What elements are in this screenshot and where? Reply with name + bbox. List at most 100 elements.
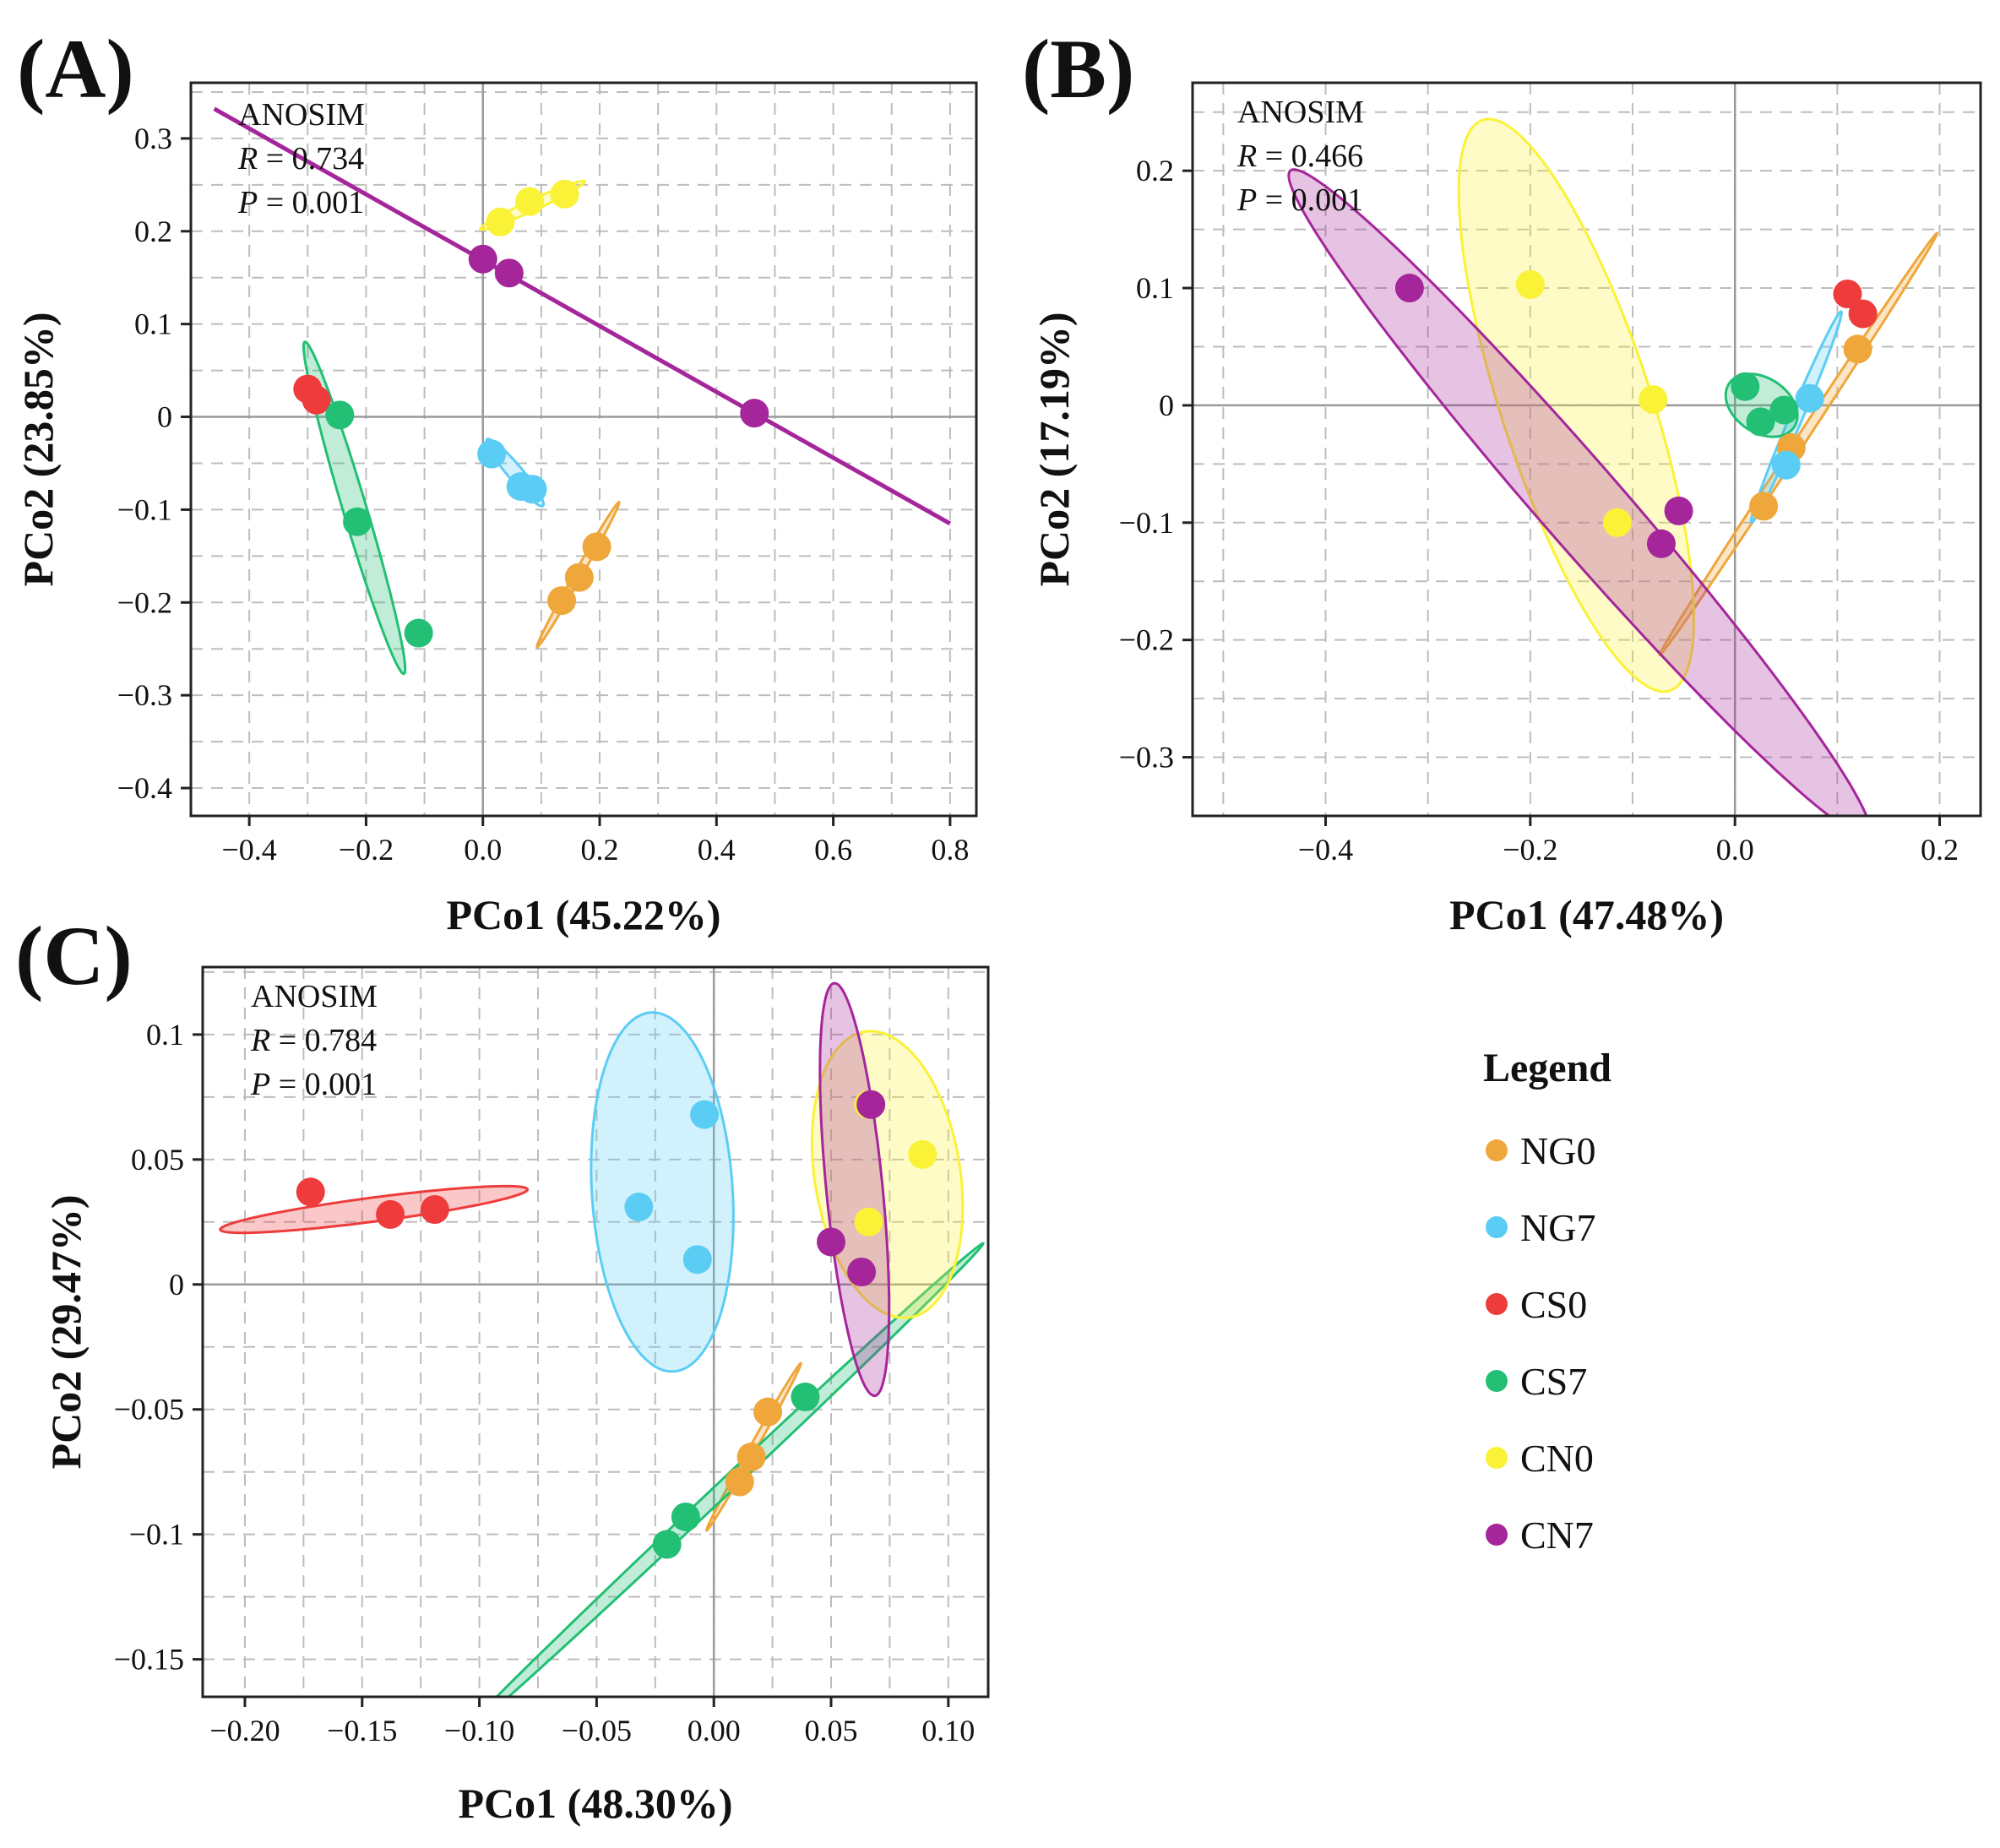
x-axis-label: PCo1 (48.30%) bbox=[459, 1780, 733, 1827]
point-NG7 bbox=[1771, 450, 1801, 480]
ellipse-CN0 bbox=[810, 1030, 965, 1319]
point-CS0 bbox=[302, 385, 331, 415]
point-CS0 bbox=[420, 1195, 449, 1225]
point-CN7 bbox=[468, 244, 497, 274]
legend-label-NG7: NG7 bbox=[1520, 1206, 1595, 1249]
x-tick-label: −0.10 bbox=[444, 1714, 514, 1747]
point-CN0 bbox=[550, 179, 579, 209]
point-CS0 bbox=[1833, 279, 1862, 308]
legend-label-CS7: CS7 bbox=[1520, 1360, 1587, 1403]
x-tick-label: 0.10 bbox=[921, 1714, 975, 1747]
y-tick-label: −0.1 bbox=[117, 492, 172, 526]
x-tick-label: 0.0 bbox=[1716, 833, 1754, 867]
legend-marker-CN0 bbox=[1486, 1447, 1508, 1469]
point-NG0 bbox=[564, 563, 594, 592]
point-NG0 bbox=[753, 1397, 783, 1427]
y-tick-label: 0.1 bbox=[146, 1018, 184, 1052]
legend-label-NG0: NG0 bbox=[1520, 1129, 1595, 1172]
panel-label: (A) bbox=[17, 22, 134, 116]
x-tick-label: 0.00 bbox=[688, 1714, 741, 1747]
anosim-r-label: R bbox=[237, 141, 258, 177]
x-axis-label: PCo1 (45.22%) bbox=[447, 891, 721, 938]
x-tick-label: −0.05 bbox=[562, 1714, 632, 1747]
legend-marker-CN7 bbox=[1486, 1524, 1508, 1546]
point-CS7 bbox=[325, 400, 355, 430]
y-tick-label: 0.2 bbox=[1136, 154, 1174, 188]
anosim-title: ANOSIM bbox=[238, 97, 365, 133]
anosim-p-value: = 0.001 bbox=[270, 1067, 377, 1102]
ellipse-NG7 bbox=[590, 1011, 735, 1373]
point-CN7 bbox=[1394, 274, 1424, 303]
point-NG0 bbox=[1843, 334, 1872, 364]
ellipse-CN7 bbox=[818, 981, 891, 1398]
point-NG7 bbox=[518, 475, 547, 504]
x-tick-label: 0.2 bbox=[581, 833, 619, 867]
anosim-r: R = 0.784 bbox=[250, 1023, 377, 1058]
y-tick-label: −0.2 bbox=[1119, 623, 1174, 657]
point-CN7 bbox=[494, 258, 524, 288]
panel-label: (C) bbox=[15, 909, 133, 1003]
anosim-p: P = 0.001 bbox=[250, 1067, 377, 1102]
point-NG0 bbox=[736, 1442, 766, 1471]
fit-line-CN7 bbox=[213, 106, 952, 526]
anosim-p-value: = 0.001 bbox=[1257, 182, 1363, 218]
point-NG7 bbox=[682, 1245, 712, 1275]
anosim-p: P = 0.001 bbox=[237, 185, 364, 220]
y-tick-label: −0.05 bbox=[114, 1393, 184, 1427]
point-CS7 bbox=[404, 618, 433, 648]
legend-title: Legend bbox=[1483, 1046, 1611, 1090]
ellipse-CN7 bbox=[1287, 168, 1868, 816]
plot-frame bbox=[1191, 81, 1982, 818]
point-CN7 bbox=[856, 1090, 886, 1119]
panel-3: −0.20 −0.15 −0.10 −0.05 0.00 0.05 0.10−0.15−0.… bbox=[15, 909, 990, 1827]
point-CS0 bbox=[1848, 299, 1878, 329]
y-tick-label: 0 bbox=[1159, 389, 1174, 422]
legend-marker-NG0 bbox=[1486, 1139, 1508, 1161]
legend: Legend NG0 NG7 CS0 CS7 CN0 CN7 bbox=[1483, 1046, 1611, 1557]
anosim-r-value: = 0.784 bbox=[270, 1023, 377, 1058]
point-CN7 bbox=[847, 1257, 877, 1286]
point-CS7 bbox=[671, 1502, 700, 1531]
point-CN0 bbox=[1602, 508, 1632, 537]
plot-area bbox=[213, 106, 952, 676]
point-NG0 bbox=[547, 586, 577, 616]
y-tick-label: 0.1 bbox=[1136, 271, 1174, 305]
y-tick-label: 0 bbox=[157, 400, 172, 434]
anosim-r-label: R bbox=[1236, 139, 1257, 174]
panel-2: −0.4 −0.2 0.0 0.2 −0.3 −0.2 −0.1 0 0.1 0.2 PCo1 (4… bbox=[1022, 22, 1982, 938]
legend-marker-CS7 bbox=[1486, 1370, 1508, 1392]
anosim-p-label: P bbox=[1236, 182, 1257, 218]
point-CN0 bbox=[486, 207, 515, 236]
anosim-title: ANOSIM bbox=[1237, 95, 1364, 130]
anosim-r: R = 0.466 bbox=[1236, 139, 1363, 174]
y-tick-label: −0.1 bbox=[1119, 506, 1174, 540]
y-tick-label: −0.2 bbox=[117, 585, 172, 619]
point-CN7 bbox=[740, 399, 769, 428]
anosim-p-value: = 0.001 bbox=[258, 185, 364, 220]
point-CS0 bbox=[296, 1177, 325, 1207]
x-tick-label: 0.8 bbox=[931, 833, 969, 867]
y-tick-label: 0.2 bbox=[134, 215, 172, 248]
plot-area bbox=[219, 981, 985, 1697]
point-CS7 bbox=[791, 1382, 820, 1411]
x-tick-label: 0.4 bbox=[698, 833, 736, 867]
y-axis-label: PCo2 (23.85%) bbox=[14, 313, 62, 587]
anosim-r-value: = 0.734 bbox=[258, 141, 364, 177]
point-CS7 bbox=[1746, 407, 1775, 437]
anosim-r-label: R bbox=[250, 1023, 270, 1058]
y-tick-label: −0.1 bbox=[129, 1518, 184, 1552]
point-NG7 bbox=[624, 1193, 654, 1222]
x-tick-label: 0.2 bbox=[1921, 833, 1959, 867]
y-tick-label: 0.3 bbox=[134, 122, 172, 155]
x-tick-label: −0.4 bbox=[221, 833, 276, 867]
point-CN0 bbox=[1639, 384, 1668, 414]
legend-label-CN7: CN7 bbox=[1520, 1514, 1594, 1557]
x-tick-label: −0.20 bbox=[209, 1714, 280, 1747]
point-NG7 bbox=[477, 439, 507, 469]
y-tick-label: −0.15 bbox=[114, 1643, 184, 1677]
point-NG0 bbox=[582, 532, 611, 562]
y-tick-label: 0.1 bbox=[134, 307, 172, 341]
y-axis-label: PCo2 (29.47%) bbox=[42, 1195, 90, 1470]
legend-marker-CS0 bbox=[1486, 1293, 1508, 1315]
